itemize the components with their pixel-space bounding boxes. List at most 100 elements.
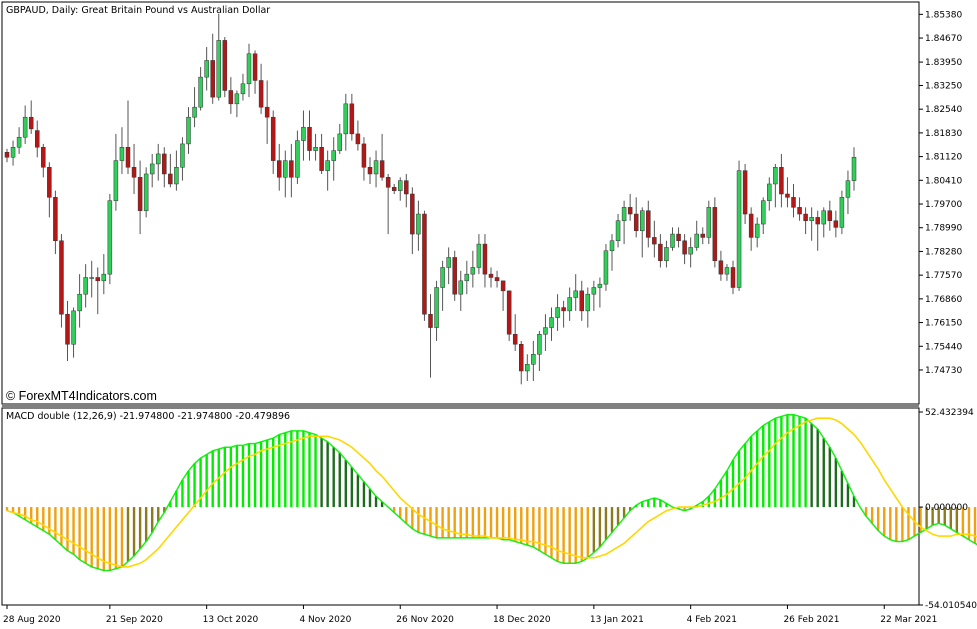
candle-body <box>4 152 10 158</box>
candle-body <box>125 147 131 168</box>
candle <box>198 67 203 111</box>
candle-body <box>313 147 318 151</box>
candle <box>664 240 669 268</box>
candle-body <box>95 277 100 282</box>
candle <box>270 110 276 174</box>
price-tick-label: 1.77570 <box>925 271 962 281</box>
candle <box>137 160 143 235</box>
price-tick-label: 1.74730 <box>925 366 962 376</box>
candle-body <box>174 167 179 185</box>
candle-body <box>71 310 76 345</box>
candle-body <box>143 173 149 211</box>
candle-body <box>700 233 705 238</box>
candle <box>174 150 179 191</box>
candle <box>319 133 324 174</box>
candle <box>361 137 367 181</box>
candle <box>277 143 282 191</box>
candle-body <box>839 197 845 228</box>
candle-body <box>301 126 306 141</box>
candle <box>688 237 693 268</box>
candle-body <box>234 93 240 105</box>
candle-body <box>16 136 22 148</box>
candle-body <box>289 160 294 178</box>
candle <box>289 143 294 198</box>
candle <box>186 107 191 154</box>
candle-body <box>797 207 802 215</box>
candle <box>71 307 76 358</box>
candle-body <box>464 273 470 282</box>
price-tick-label: 1.80410 <box>925 176 962 186</box>
candle <box>307 110 312 161</box>
candle-body <box>470 267 476 275</box>
candle <box>59 234 64 328</box>
candle <box>482 234 488 288</box>
candle <box>416 200 421 251</box>
candle-body <box>162 153 167 175</box>
candle <box>252 50 258 94</box>
candle-body <box>785 193 790 198</box>
candle-body <box>10 147 16 158</box>
candle-body <box>440 267 445 288</box>
candle <box>470 250 476 288</box>
candle <box>615 214 621 248</box>
candle <box>633 197 639 238</box>
candle <box>301 110 306 161</box>
candle <box>519 340 524 385</box>
candle <box>131 143 137 194</box>
candle-body <box>119 147 125 161</box>
candle-body <box>724 267 730 275</box>
candle-body <box>277 160 282 178</box>
candle-body <box>458 280 463 295</box>
candle-body <box>41 147 46 168</box>
candle <box>585 287 591 328</box>
candle <box>398 177 403 201</box>
candle <box>404 173 409 208</box>
price-tick-label: 1.76860 <box>925 295 962 305</box>
candle <box>827 200 833 231</box>
candle-body <box>113 160 119 201</box>
time-tick-label: 13 Jan 2021 <box>590 615 644 625</box>
candle-body <box>579 290 584 312</box>
candle <box>222 37 228 98</box>
candle <box>349 93 355 141</box>
candle-body <box>53 197 58 241</box>
candle <box>113 133 119 211</box>
candle <box>579 280 584 321</box>
price-axis: 1.85380 1.84670 1.83950 1.83250 1.82540 1.818… <box>919 10 962 376</box>
candle-body <box>646 210 651 238</box>
candle <box>234 90 240 118</box>
candle-body <box>198 76 203 108</box>
candle-body <box>204 60 209 78</box>
candle <box>506 290 512 341</box>
candle <box>609 234 615 271</box>
candle <box>77 274 82 328</box>
candle <box>107 194 113 285</box>
candle <box>730 260 736 295</box>
candle <box>337 123 342 154</box>
candle-body <box>307 126 312 151</box>
candle-body <box>270 116 276 161</box>
candle-body <box>621 207 627 221</box>
candle-body <box>767 183 772 201</box>
candle <box>845 170 851 215</box>
watermark: © ForexMT4Indicators.com <box>6 389 157 403</box>
price-tick-label: 1.78990 <box>925 224 962 234</box>
candle <box>555 294 560 331</box>
candle-body <box>506 290 512 335</box>
time-axis: 28 Aug 2020 21 Sep 2020 13 Oct 2020 4 Nov 2… <box>3 605 937 625</box>
candle <box>89 260 94 298</box>
candle-body <box>573 290 578 298</box>
candle <box>149 153 155 188</box>
candle-body <box>736 170 742 288</box>
candle-body <box>295 140 300 178</box>
candle-body <box>833 220 839 228</box>
candle <box>567 287 572 321</box>
candle <box>10 140 16 166</box>
candle <box>458 270 463 311</box>
candle-body <box>156 153 161 165</box>
candle-body <box>228 90 234 105</box>
candle <box>156 143 161 181</box>
candle-body <box>525 364 530 372</box>
candle-body <box>83 277 88 295</box>
candle <box>464 260 470 295</box>
